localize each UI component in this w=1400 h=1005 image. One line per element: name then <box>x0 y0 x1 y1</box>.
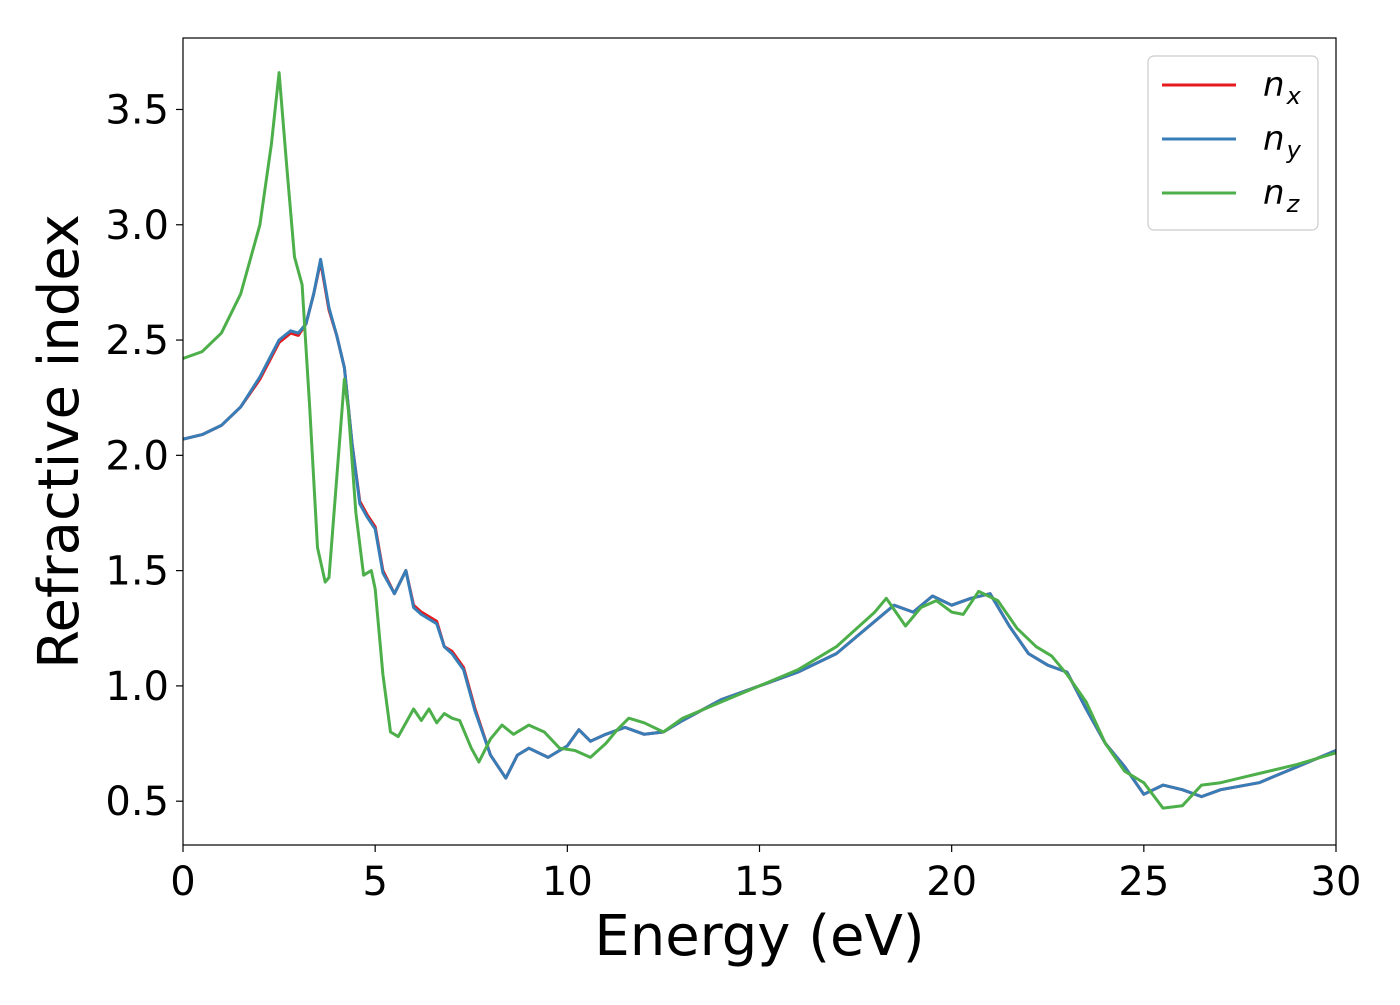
series-line-x <box>183 260 1336 799</box>
y-tick-label: 2.0 <box>105 433 169 479</box>
y-tick-label: 1.5 <box>105 549 169 595</box>
x-tick-label: 5 <box>362 859 387 905</box>
series-line-y <box>183 257 1336 799</box>
legend-box <box>1147 55 1319 231</box>
x-tick-label: 10 <box>542 859 593 905</box>
y-axis-title: Refractive index <box>27 214 92 669</box>
x-tick-label: 0 <box>170 859 195 905</box>
x-tick-label: 25 <box>1118 859 1169 905</box>
y-tick-label: 3.0 <box>105 203 169 249</box>
x-tick-label: 20 <box>926 859 977 905</box>
y-tick-label: 3.5 <box>105 87 169 133</box>
x-tick-label: 15 <box>734 859 785 905</box>
series-line-z <box>183 71 1336 810</box>
y-tick-label: 1.0 <box>105 664 169 710</box>
x-axis-title: Energy (eV) <box>594 904 924 969</box>
y-tick-label: 0.5 <box>105 779 169 825</box>
series-layer <box>183 71 1336 810</box>
y-tick-label: 2.5 <box>105 318 169 364</box>
x-tick-label: 30 <box>1311 859 1362 905</box>
ticks-layer: 0 5 10 15 20 25 30 0.5 1.0 1.5 2.0 2.5 3.0 3.5 <box>105 87 1361 905</box>
